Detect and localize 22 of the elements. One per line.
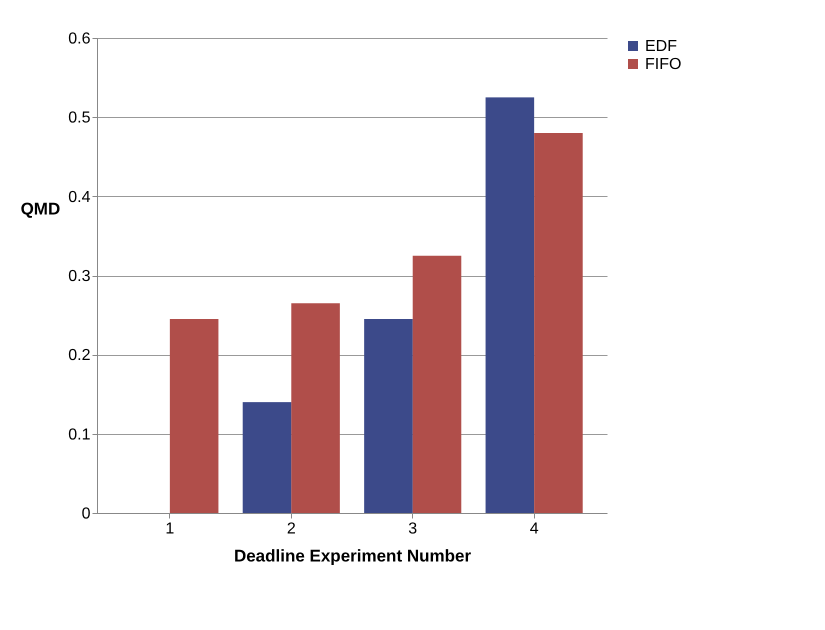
bar <box>534 133 583 513</box>
x-axis-title: Deadline Experiment Number <box>234 546 472 566</box>
legend-label: EDF <box>645 38 678 55</box>
y-tick-label: 0.6 <box>68 30 91 48</box>
bar <box>242 402 292 513</box>
x-tick-label: 4 <box>530 520 539 538</box>
bar <box>486 97 534 513</box>
y-tick-label: 0.1 <box>68 426 91 444</box>
y-tick-label: 0.4 <box>68 188 91 206</box>
bar <box>412 256 462 513</box>
bar <box>170 319 218 513</box>
x-tick-label: 3 <box>408 520 418 538</box>
x-tick-label: 1 <box>165 520 174 538</box>
y-axis-title: QMD <box>20 200 60 218</box>
x-tick-label: 2 <box>286 520 296 538</box>
y-tick-label: 0 <box>82 506 91 522</box>
bar <box>291 303 340 513</box>
y-tick-label: 0.2 <box>68 347 91 364</box>
y-tick-label: 0.5 <box>68 110 91 127</box>
legend-label: FIFO <box>645 56 682 73</box>
y-tick-label: 0.3 <box>68 268 91 285</box>
bar <box>364 319 413 513</box>
